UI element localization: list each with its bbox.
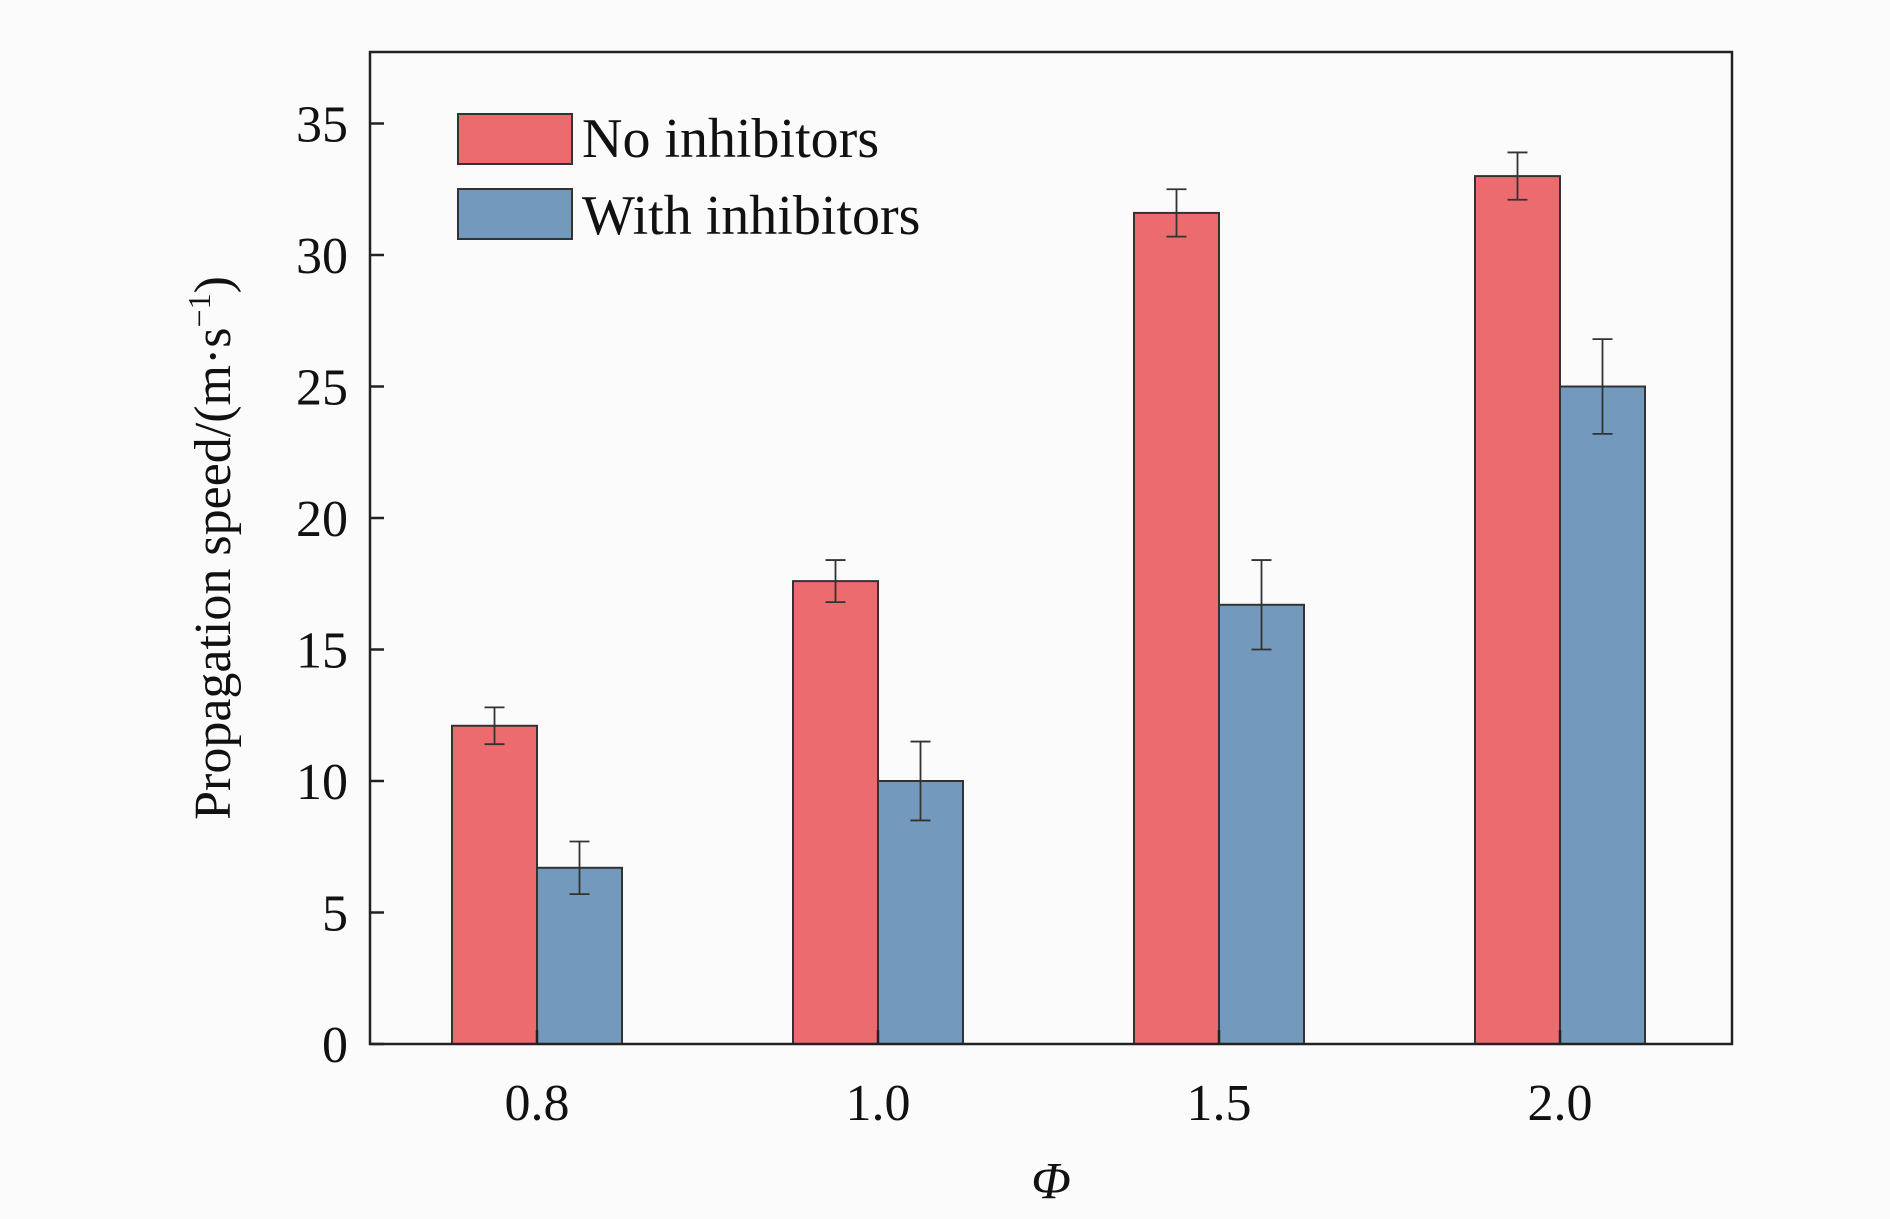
bar-no-inhibitors-1-0 bbox=[792, 580, 879, 1045]
x-tick-label-0-8: 0.8 bbox=[505, 1075, 570, 1132]
x-axis: 0.8 1.0 1.5 2.0 bbox=[505, 1030, 1593, 1132]
y-tick-label-25: 25 bbox=[296, 360, 348, 417]
y-tick-label-10: 10 bbox=[296, 754, 348, 811]
y-axis: 0 5 10 15 20 25 30 35 bbox=[296, 97, 384, 1074]
legend-swatch-no-inhibitors bbox=[457, 113, 573, 165]
error-bars-layer bbox=[484, 151, 1613, 895]
y-axis-title-main: Propagation speed/(m·s bbox=[185, 327, 242, 819]
y-tick-label-30: 30 bbox=[296, 228, 348, 285]
error-bar-no-inhibitors-0-8 bbox=[484, 706, 505, 746]
y-tick-label-0: 0 bbox=[322, 1017, 348, 1074]
y-axis-title-close: ) bbox=[185, 276, 242, 293]
error-bar-with-inhibitors-1-5 bbox=[1251, 559, 1272, 651]
error-bar-no-inhibitors-1-0 bbox=[825, 559, 846, 604]
bar-no-inhibitors-0-8 bbox=[451, 724, 538, 1046]
plot-frame bbox=[368, 50, 1734, 1046]
y-axis-title-exponent: −1 bbox=[181, 293, 217, 327]
x-tick-label-1-0: 1.0 bbox=[846, 1075, 911, 1132]
x-axis-title: Φ bbox=[1031, 1153, 1071, 1210]
y-tick-label-15: 15 bbox=[296, 623, 348, 680]
y-tick-label-20: 20 bbox=[296, 491, 348, 548]
y-axis-title: Propagation speed/(m·s−1) bbox=[181, 276, 242, 820]
error-bar-no-inhibitors-1-5 bbox=[1166, 188, 1187, 238]
legend-label-no-inhibitors: No inhibitors bbox=[582, 108, 879, 170]
legend-label-with-inhibitors: With inhibitors bbox=[582, 185, 920, 247]
x-tick-label-1-5: 1.5 bbox=[1187, 1075, 1252, 1132]
error-bar-no-inhibitors-2-0 bbox=[1507, 151, 1528, 201]
bar-with-inhibitors-1-5 bbox=[1218, 603, 1305, 1045]
error-bar-with-inhibitors-1-0 bbox=[910, 740, 931, 822]
bar-with-inhibitors-2-0 bbox=[1559, 385, 1646, 1045]
y-tick-label-5: 5 bbox=[322, 886, 348, 943]
y-tick-label-35: 35 bbox=[296, 97, 348, 154]
error-bar-with-inhibitors-0-8 bbox=[569, 840, 590, 895]
x-tick-label-2-0: 2.0 bbox=[1528, 1075, 1593, 1132]
bar-no-inhibitors-2-0 bbox=[1474, 175, 1561, 1046]
error-bar-with-inhibitors-2-0 bbox=[1592, 338, 1613, 435]
bar-no-inhibitors-1-5 bbox=[1133, 211, 1220, 1046]
legend-swatch-with-inhibitors bbox=[457, 188, 573, 240]
legend: No inhibitors With inhibitors bbox=[457, 108, 920, 247]
bars-layer bbox=[451, 175, 1646, 1046]
